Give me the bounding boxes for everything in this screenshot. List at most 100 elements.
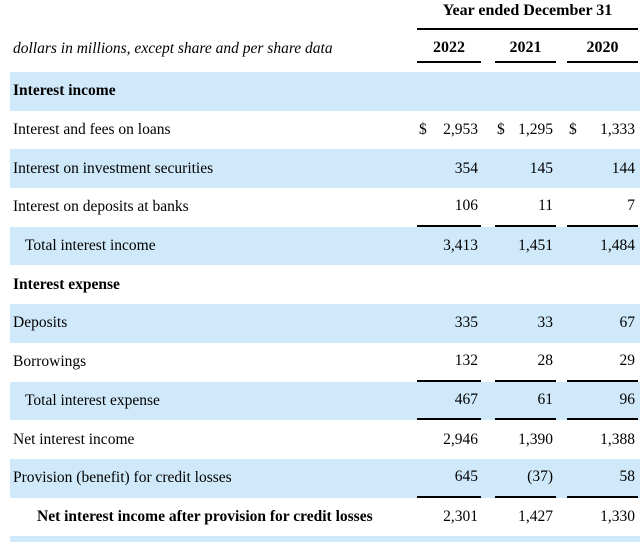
value-2022: 2,301 (417, 498, 481, 537)
table-row: Provision (benefit) for credit losses 64… (10, 458, 640, 498)
table-row: Total interest expense 467 61 96 (10, 381, 640, 421)
value-2021: 1,390 (495, 420, 556, 459)
column-gap (556, 111, 567, 150)
column-gap (481, 382, 495, 421)
units-caption: dollars in millions, except share and pe… (13, 40, 333, 57)
value-number: 335 (454, 314, 478, 332)
value-2022: 467 (417, 382, 481, 421)
row-label: Net interest income after provision for … (37, 507, 373, 525)
table-row: Total interest income 3,413 1,451 1,484 (10, 226, 640, 266)
value-number: 2,946 (443, 430, 478, 448)
column-gap (481, 265, 495, 304)
value-2021: 33 (495, 304, 556, 343)
value-number: 1,295 (518, 121, 553, 139)
value-number: 2,301 (443, 507, 478, 525)
row-label: Borrowings (13, 353, 87, 371)
value-number: 144 (611, 159, 635, 177)
partial-next-row (10, 536, 640, 542)
row-label: Interest expense (13, 275, 120, 293)
table-row: Deposits 335 33 67 (10, 304, 640, 343)
value-number: 106 (454, 197, 478, 215)
value-2022: $2,953 (417, 111, 481, 150)
row-label: Interest on deposits at banks (13, 198, 189, 216)
value-2021: $1,295 (495, 111, 556, 150)
value-number: 11 (538, 197, 553, 215)
column-gap (481, 30, 495, 63)
column-gap (556, 498, 567, 537)
value-number: 61 (537, 390, 554, 408)
row-label: Interest on investment securities (13, 159, 214, 177)
value-number: 28 (537, 352, 554, 370)
column-gap (556, 149, 567, 188)
table-row: Interest on deposits at banks 106 11 7 (10, 188, 640, 227)
row-label: Interest and fees on loans (13, 121, 171, 139)
value-2022: 106 (417, 188, 481, 227)
column-gap (556, 459, 567, 498)
column-gap (556, 72, 567, 111)
value-number: 1,330 (600, 507, 635, 525)
value-number: 2,953 (443, 121, 478, 139)
column-gap (481, 188, 495, 227)
column-gap (556, 420, 567, 459)
column-gap (556, 343, 567, 382)
value-2021: 1,451 (495, 227, 556, 266)
column-gap (481, 343, 495, 382)
column-gap (556, 30, 567, 63)
column-gap (556, 265, 567, 304)
value-2020: 1,330 (567, 498, 638, 537)
value-2020: 58 (567, 459, 638, 498)
value-number: 33 (537, 314, 554, 332)
column-gap (481, 227, 495, 266)
value-number: 96 (619, 390, 636, 408)
column-gap (481, 111, 495, 150)
value-number: 1,333 (600, 121, 635, 139)
column-gap (556, 227, 567, 266)
column-header-2022: 2022 (417, 39, 481, 63)
value-number: 1,451 (518, 237, 553, 255)
value-2020: 144 (567, 149, 638, 188)
table-row: Interest on investment securities 354 14… (10, 149, 640, 189)
value-2022: 354 (417, 149, 481, 188)
value-2020 (567, 72, 638, 111)
value-2022 (417, 265, 481, 304)
value-number: 467 (454, 390, 478, 408)
value-number: 1,388 (600, 430, 635, 448)
column-gap (556, 304, 567, 343)
currency-symbol: $ (419, 121, 427, 139)
value-number: 1,390 (518, 430, 553, 448)
table-row: Borrowings 132 28 29 (10, 343, 640, 382)
currency-symbol: $ (497, 121, 505, 139)
currency-symbol: $ (569, 121, 577, 139)
value-2020: $1,333 (567, 111, 638, 150)
value-2021: 11 (495, 188, 556, 227)
value-number: 645 (454, 468, 478, 486)
table-row: Interest expense (10, 265, 640, 304)
period-header-row: Year ended December 31 (10, 0, 640, 30)
column-header-2020: 2020 (567, 39, 638, 63)
value-number: 58 (619, 468, 636, 486)
column-header-2021: 2021 (495, 39, 556, 63)
value-2021: 61 (495, 382, 556, 421)
column-gap (556, 382, 567, 421)
row-label: Interest income (13, 82, 116, 100)
column-gap (481, 420, 495, 459)
value-2022: 3,413 (417, 227, 481, 266)
value-number: 3,413 (443, 237, 478, 255)
table-row: Interest income (10, 72, 640, 111)
value-number: (37) (527, 468, 553, 486)
value-2021: 1,427 (495, 498, 556, 537)
row-label: Total interest income (25, 237, 156, 255)
value-number: 1,427 (518, 507, 553, 525)
value-2021: (37) (495, 459, 556, 498)
column-gap (481, 459, 495, 498)
row-label: Deposits (13, 314, 68, 332)
value-2020: 1,484 (567, 227, 638, 266)
value-2022 (417, 72, 481, 111)
value-2020 (567, 265, 638, 304)
row-label: Total interest expense (25, 391, 160, 409)
value-2020: 7 (567, 188, 638, 227)
value-2022: 132 (417, 343, 481, 382)
column-gap (481, 498, 495, 537)
value-2021: 145 (495, 149, 556, 188)
